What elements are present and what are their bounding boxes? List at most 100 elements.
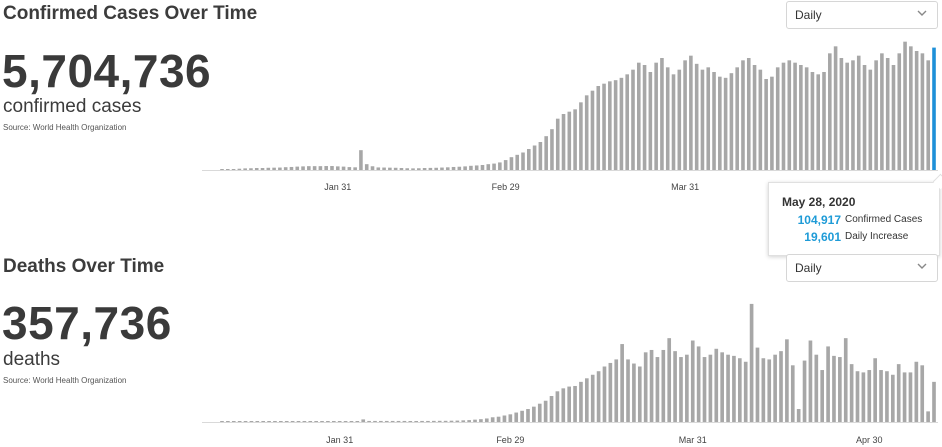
- chart-bar[interactable]: [561, 114, 566, 170]
- chart-bar[interactable]: [508, 414, 513, 422]
- chart-bar[interactable]: [502, 415, 507, 423]
- chart-bar[interactable]: [832, 355, 836, 422]
- chart-bar[interactable]: [420, 420, 424, 422]
- chart-bar[interactable]: [347, 167, 352, 170]
- chart-bar[interactable]: [573, 385, 577, 422]
- chart-bar[interactable]: [868, 69, 873, 170]
- chart-bar[interactable]: [364, 164, 369, 170]
- chart-bar[interactable]: [243, 168, 247, 170]
- chart-bar[interactable]: [408, 421, 413, 422]
- chart-bar[interactable]: [755, 347, 760, 422]
- chart-bar[interactable]: [764, 79, 768, 170]
- chart-bar[interactable]: [879, 370, 883, 422]
- chart-bar[interactable]: [673, 351, 677, 422]
- chart-bar[interactable]: [694, 63, 699, 170]
- chart-bar[interactable]: [873, 358, 877, 422]
- chart-bar[interactable]: [463, 166, 467, 170]
- chart-bar[interactable]: [743, 361, 748, 422]
- chart-bar[interactable]: [414, 421, 419, 422]
- chart-bar[interactable]: [384, 420, 389, 422]
- chart-bar[interactable]: [231, 421, 236, 422]
- chart-bar[interactable]: [428, 167, 433, 170]
- chart-bar[interactable]: [579, 381, 583, 422]
- chart-bar[interactable]: [761, 358, 766, 422]
- chart-bar[interactable]: [642, 65, 647, 170]
- chart-bar[interactable]: [820, 370, 825, 422]
- chart-bar[interactable]: [643, 352, 648, 422]
- chart-bar[interactable]: [849, 364, 854, 422]
- chart-bar[interactable]: [496, 416, 501, 422]
- chart-bar[interactable]: [532, 145, 537, 171]
- chart-bar[interactable]: [231, 169, 236, 170]
- chart-bar[interactable]: [402, 420, 407, 422]
- chart-bar[interactable]: [706, 67, 711, 170]
- chart-bar[interactable]: [752, 65, 757, 170]
- chart-bar[interactable]: [474, 165, 479, 170]
- chart-bar[interactable]: [527, 149, 531, 170]
- chart-bar[interactable]: [457, 166, 462, 170]
- chart-bar[interactable]: [828, 53, 832, 170]
- chart-bar[interactable]: [355, 421, 360, 422]
- chart-bar[interactable]: [714, 348, 719, 422]
- chart-bar[interactable]: [758, 69, 763, 170]
- chart-bar[interactable]: [632, 363, 636, 422]
- chart-bar[interactable]: [926, 411, 930, 422]
- chart-bar[interactable]: [561, 388, 566, 422]
- chart-bar[interactable]: [473, 419, 477, 422]
- chart-bar[interactable]: [461, 420, 466, 422]
- chart-bar[interactable]: [625, 74, 629, 170]
- chart-bar[interactable]: [896, 364, 901, 422]
- chart-bar[interactable]: [775, 67, 780, 170]
- chart-bar[interactable]: [654, 62, 658, 170]
- chart-bar[interactable]: [814, 354, 819, 422]
- chart-bar[interactable]: [567, 386, 571, 422]
- chart-bar[interactable]: [260, 168, 265, 170]
- chart-bar[interactable]: [422, 168, 427, 170]
- chart-bar[interactable]: [749, 303, 754, 422]
- chart-bar[interactable]: [880, 53, 884, 170]
- chart-bar[interactable]: [851, 60, 855, 170]
- chart-bar[interactable]: [636, 62, 641, 170]
- chart-bar[interactable]: [631, 69, 635, 170]
- chart-bar[interactable]: [520, 410, 524, 422]
- chart-bar[interactable]: [648, 72, 653, 170]
- chart-bar[interactable]: [885, 371, 889, 422]
- chart-bar[interactable]: [932, 381, 936, 422]
- chart-bar[interactable]: [367, 420, 371, 422]
- chart-bar[interactable]: [343, 421, 348, 422]
- chart-bar[interactable]: [399, 168, 404, 170]
- chart-bar[interactable]: [434, 167, 438, 170]
- chart-bar[interactable]: [596, 86, 601, 170]
- chart-bar[interactable]: [614, 359, 619, 422]
- chart-bar[interactable]: [712, 72, 716, 170]
- chart-bar[interactable]: [585, 378, 589, 422]
- chart-bar[interactable]: [690, 340, 695, 422]
- chart-bar[interactable]: [822, 72, 826, 170]
- chart-bar[interactable]: [735, 67, 739, 170]
- chart-bar[interactable]: [891, 65, 896, 170]
- chart-bar[interactable]: [243, 421, 248, 422]
- chart-bar[interactable]: [785, 339, 789, 422]
- chart-bar[interactable]: [390, 420, 395, 422]
- chart-bar[interactable]: [781, 62, 786, 170]
- chart-bar[interactable]: [549, 396, 554, 422]
- chart-bar[interactable]: [479, 419, 483, 422]
- chart-bar[interactable]: [526, 409, 530, 422]
- chart-bar[interactable]: [295, 166, 300, 170]
- chart-bar[interactable]: [590, 374, 595, 422]
- chart-bar[interactable]: [779, 351, 783, 422]
- chart-bar[interactable]: [353, 167, 357, 170]
- chart-bar[interactable]: [467, 420, 471, 422]
- chart-bar[interactable]: [382, 167, 386, 170]
- chart-bar[interactable]: [897, 53, 902, 170]
- chart-bar[interactable]: [359, 150, 363, 170]
- chart-bar[interactable]: [867, 370, 872, 422]
- chart-bar[interactable]: [602, 366, 607, 423]
- chart-bar[interactable]: [816, 74, 821, 170]
- chart-bar[interactable]: [337, 421, 342, 422]
- chart-bar[interactable]: [770, 76, 774, 170]
- chart-bar[interactable]: [608, 81, 612, 170]
- chart-bar[interactable]: [330, 166, 334, 170]
- chart-bar[interactable]: [396, 420, 401, 422]
- chart-bar[interactable]: [810, 72, 815, 170]
